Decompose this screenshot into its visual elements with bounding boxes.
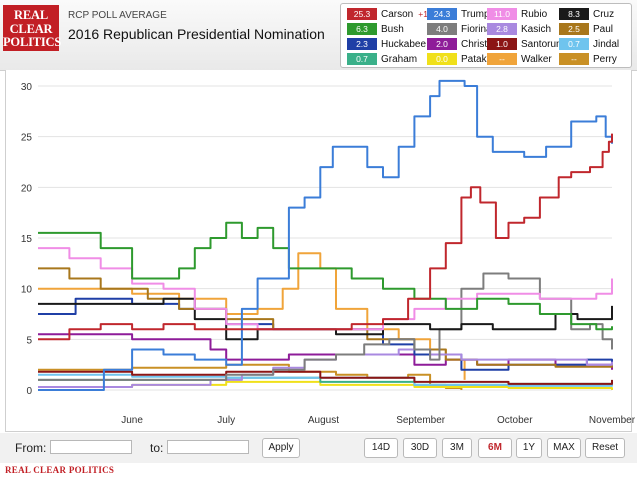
legend-item[interactable]: -- Perry bbox=[559, 53, 617, 66]
legend-item[interactable]: 6.3 Bush bbox=[347, 23, 404, 36]
x-tick-label: July bbox=[217, 415, 235, 426]
series-line-santorum[interactable] bbox=[38, 370, 613, 385]
range-button-6m[interactable]: 6M bbox=[478, 438, 512, 458]
legend-value: 0.7 bbox=[347, 53, 377, 65]
reset-button[interactable]: Reset bbox=[585, 438, 625, 458]
legend-name: Kasich bbox=[521, 24, 552, 35]
legend-name: Bush bbox=[381, 24, 404, 35]
poll-chart: 0 5 10 15 20 25 30 June July August September Octob… bbox=[21, 79, 636, 426]
x-tick-label: August bbox=[308, 415, 339, 426]
y-tick-label: 20 bbox=[21, 183, 33, 194]
controls-bar: From: to: Apply 14D 30D 3M 6M 1Y MAX Reset bbox=[0, 433, 637, 463]
legend-value: 2.5 bbox=[559, 23, 589, 35]
series-line-trump[interactable] bbox=[38, 79, 613, 391]
series-line-paul[interactable] bbox=[38, 267, 613, 368]
range-button-3m[interactable]: 3M bbox=[442, 438, 472, 458]
legend-name: Christie bbox=[461, 39, 495, 50]
legend-name: Santorum bbox=[521, 39, 565, 50]
x-tick-label: October bbox=[497, 415, 533, 426]
legend-name: Carson bbox=[381, 9, 414, 20]
legend-value: 0.0 bbox=[427, 53, 457, 65]
legend-change: +1.0 bbox=[418, 9, 435, 19]
header: REAL CLEAR POLITICS RCP POLL AVERAGE 201… bbox=[0, 0, 637, 71]
legend-item[interactable]: 11.0 Rubio bbox=[487, 8, 547, 21]
legend-item[interactable]: 4.0 Fiorina bbox=[427, 23, 492, 36]
y-tick-label: 15 bbox=[21, 234, 33, 245]
legend-value: 11.0 bbox=[487, 8, 517, 20]
legend-item[interactable]: 8.3 Cruz bbox=[559, 8, 614, 21]
legend-name: Huckabee bbox=[381, 39, 427, 50]
chart-subtitle: RCP POLL AVERAGE bbox=[68, 10, 167, 21]
from-label: From: bbox=[15, 441, 47, 455]
series-line-bush[interactable] bbox=[38, 221, 613, 331]
legend-item[interactable]: 0.0 Pataki bbox=[427, 53, 489, 66]
legend-value: 8.3 bbox=[559, 8, 589, 20]
legend-value: 24.3 bbox=[427, 8, 457, 20]
legend-name: Pataki bbox=[461, 54, 489, 65]
x-tick-label: September bbox=[396, 415, 446, 426]
to-date-input[interactable] bbox=[167, 440, 249, 454]
x-tick-label: June bbox=[121, 415, 143, 426]
range-button-30d[interactable]: 30D bbox=[403, 438, 437, 458]
x-tick-label: November bbox=[589, 415, 636, 426]
legend-name: Fiorina bbox=[461, 24, 492, 35]
series-line-walker[interactable] bbox=[38, 252, 466, 380]
legend-item[interactable]: 0.7 Graham bbox=[347, 53, 417, 66]
legend-item[interactable]: 2.8 Kasich bbox=[487, 23, 551, 36]
legend-item[interactable]: -- Walker bbox=[487, 53, 552, 66]
apply-button[interactable]: Apply bbox=[262, 438, 300, 458]
range-button-14d[interactable]: 14D bbox=[364, 438, 398, 458]
legend-name: Graham bbox=[381, 54, 418, 65]
legend-value: 2.3 bbox=[347, 38, 377, 50]
legend-name: Perry bbox=[593, 54, 617, 65]
legend-value: -- bbox=[559, 53, 589, 65]
legend-value: 25.3 bbox=[347, 8, 377, 20]
legend-item[interactable]: 2.3 Huckabee bbox=[347, 38, 426, 51]
legend-name: Cruz bbox=[593, 9, 615, 20]
legend-value: 6.3 bbox=[347, 23, 377, 35]
range-button-1y[interactable]: 1Y bbox=[516, 438, 542, 458]
y-tick-label: 5 bbox=[26, 335, 32, 346]
series-line-carson[interactable] bbox=[38, 133, 613, 341]
legend-item[interactable]: 2.5 Paul bbox=[559, 23, 613, 36]
legend-name: Jindal bbox=[593, 39, 620, 50]
to-label: to: bbox=[150, 441, 164, 455]
range-button-max[interactable]: MAX bbox=[547, 438, 581, 458]
legend-value: 0.7 bbox=[559, 38, 589, 50]
legend-name: Trump bbox=[461, 9, 490, 20]
legend-item[interactable]: 25.3 Carson +1.0 bbox=[347, 8, 435, 21]
legend-value: 2.8 bbox=[487, 23, 517, 35]
legend-value: 2.0 bbox=[427, 38, 457, 50]
series-line-fiorina[interactable] bbox=[38, 272, 613, 381]
legend-name: Walker bbox=[521, 54, 552, 65]
legend-value: 1.0 bbox=[487, 38, 517, 50]
y-tick-label: 30 bbox=[21, 82, 33, 93]
legend-value: -- bbox=[487, 53, 517, 65]
legend-item[interactable]: 24.3 Trump bbox=[427, 8, 490, 21]
rcp-logo[interactable]: REAL CLEAR POLITICS bbox=[3, 5, 61, 51]
y-tick-label: 10 bbox=[21, 285, 33, 296]
legend-value: 4.0 bbox=[427, 23, 457, 35]
from-date-input[interactable] bbox=[50, 440, 132, 454]
legend-item[interactable]: 2.0 Christie bbox=[427, 38, 495, 51]
y-tick-label: 0 bbox=[26, 386, 32, 397]
footer-brand: REAL CLEAR POLITICS bbox=[5, 465, 115, 475]
legend-name: Rubio bbox=[521, 9, 548, 20]
legend-item[interactable]: 0.7 Jindal bbox=[559, 38, 619, 51]
chart-title: 2016 Republican Presidential Nomination bbox=[68, 26, 325, 42]
legend-item[interactable]: 1.0 Santorum bbox=[487, 38, 564, 51]
legend-name: Paul bbox=[593, 24, 614, 35]
y-tick-label: 25 bbox=[21, 133, 33, 144]
